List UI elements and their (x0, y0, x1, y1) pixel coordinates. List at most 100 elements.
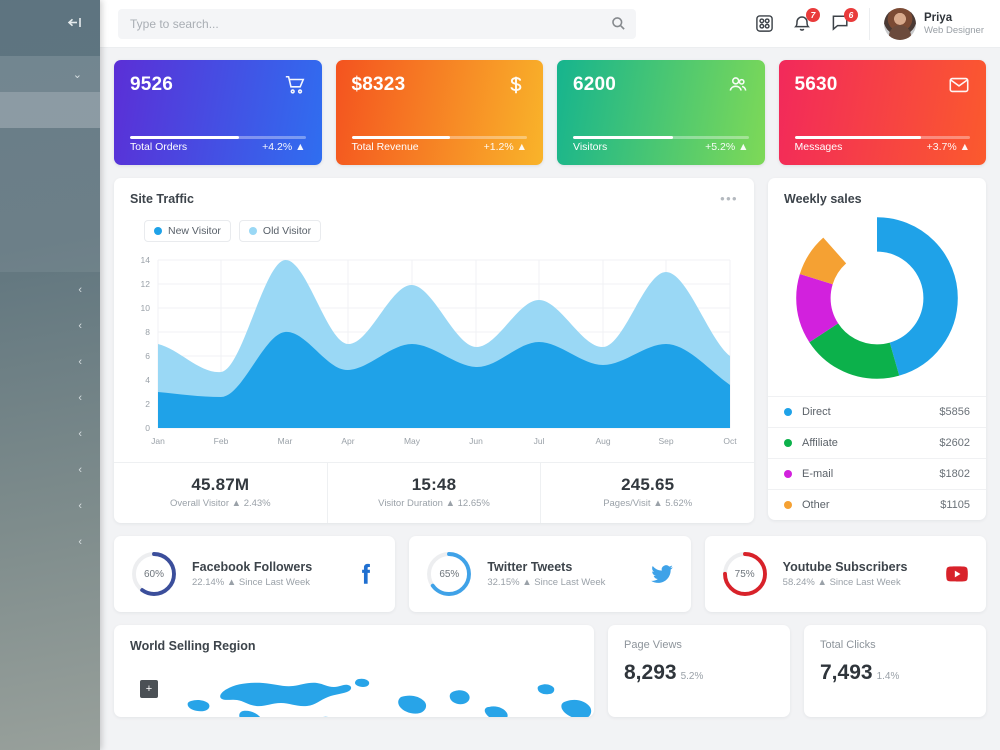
legend-amount: $5856 (939, 406, 970, 418)
svg-text:4: 4 (145, 375, 150, 385)
social-card-facebook[interactable]: 60% Facebook Followers 22.14% ▲ Since La… (114, 536, 396, 612)
svg-text:Apr: Apr (341, 436, 354, 446)
world-map[interactable] (169, 671, 594, 717)
sidebar-brand[interactable]: Nuela (0, 0, 100, 48)
legend-amount: $1105 (940, 499, 970, 511)
metric-value: 15:48 (411, 475, 457, 494)
charts-row: Site Traffic ••• New Visitor Old Visitor (114, 178, 986, 523)
stat-card-visitors[interactable]: 6200 Visitors +5.2% ▲ (557, 60, 765, 165)
svg-text:14: 14 (141, 255, 151, 265)
social-row: 60% Facebook Followers 22.14% ▲ Since La… (114, 536, 986, 612)
sidebar-item-sales[interactable]: Sales (0, 164, 100, 200)
svg-text:6: 6 (145, 351, 150, 361)
legend-color-dot (784, 470, 792, 478)
map-zoom-in-icon[interactable]: + (140, 680, 158, 698)
sidebar-item-mobile[interactable]: Mobile (0, 560, 100, 596)
total-clicks-card: Total Clicks 7,493 1.4% (804, 625, 986, 717)
svg-text:Aug: Aug (595, 436, 610, 446)
page-views-value-row: 8,293 5.2% (624, 661, 704, 684)
bell-icon[interactable]: 7 (793, 7, 820, 34)
chevron-right-icon: ‹ (78, 500, 82, 512)
metric-label: Pages/Visit ▲ 5.62% (603, 498, 693, 509)
sidebar-item-charts[interactable]: Charts ‹ (0, 452, 100, 488)
stats-row: 9526 Total Orders +4.2% ▲ (114, 60, 986, 165)
youtube-progress-ring: 75% (721, 550, 769, 598)
sidebar-item-marketing[interactable]: Marketing (0, 200, 100, 236)
weekly-sales-title: Weekly sales (784, 192, 862, 206)
sidebar-item-dashboard[interactable]: Dashboard ⌄ (0, 56, 100, 92)
avatar (883, 7, 916, 40)
page-views-card: Page Views 8,293 5.2% (608, 625, 790, 717)
site-traffic-legend: New Visitor Old Visitor (144, 220, 738, 242)
youtube-icon[interactable] (944, 561, 970, 587)
stat-card-messages[interactable]: 5630 Messages +3.7% ▲ (778, 60, 986, 165)
topbar-actions: 7 6 Priya Web Designer (755, 7, 988, 40)
trend-up-icon: ▲ (516, 141, 527, 153)
user-menu[interactable]: Priya Web Designer (868, 7, 984, 40)
social-card-youtube[interactable]: 75% Youtube Subscribers 58.24% ▲ Since L… (704, 536, 986, 612)
metric-pages-per-visit: 245.65 Pages/Visit ▲ 5.62% (540, 463, 754, 523)
metric-value: 245.65 (621, 475, 675, 494)
chevron-down-icon: ⌄ (72, 68, 82, 81)
chevron-right-icon: ‹ (78, 536, 82, 548)
weekly-legend-row-affiliate[interactable]: Affiliate $2602 (768, 427, 986, 458)
collapse-sidebar-icon[interactable] (67, 16, 82, 32)
social-card-twitter[interactable]: 65% Twitter Tweets 32.15% ▲ Since Last W… (409, 536, 691, 612)
site-traffic-chart[interactable]: 14 12 10 8 6 4 2 0 (130, 248, 738, 456)
metric-overall-visitor: 45.87M Overall Visitor ▲ 2.43% (114, 463, 327, 523)
twitter-progress-ring: 65% (425, 550, 473, 598)
legend-old-visitor[interactable]: Old Visitor (238, 220, 322, 242)
trend-up-icon: ▲ (445, 498, 455, 509)
search-input[interactable] (118, 8, 636, 39)
sidebar-item-human-resources[interactable]: Human Resources (0, 236, 100, 272)
sidebar-item-ecommerce[interactable]: E-Commerce ‹ (0, 308, 100, 344)
svg-text:May: May (404, 436, 421, 446)
metric-label: Visitor Duration ▲ 12.65% (378, 498, 490, 509)
page-views-label: Page Views (624, 639, 682, 651)
topbar: 7 6 Priya Web Designer (100, 0, 1000, 48)
facebook-icon[interactable] (353, 561, 379, 587)
chat-icon[interactable]: 6 (831, 7, 858, 34)
legend-label: Affiliate (802, 437, 838, 449)
sidebar-item-application[interactable]: Application ‹ (0, 272, 100, 308)
twitter-icon[interactable] (649, 561, 675, 587)
legend-new-visitor[interactable]: New Visitor (144, 220, 231, 242)
twitter-percent: 65% (439, 568, 460, 580)
stat-progress (351, 136, 527, 139)
trend-up-icon: ▲ (295, 141, 306, 153)
metric-visitor-duration: 15:48 Visitor Duration ▲ 12.65% (326, 463, 541, 523)
weekly-legend-row-other[interactable]: Other $1105 (768, 489, 986, 520)
sidebar-item-finance[interactable]: Finance (0, 128, 100, 164)
user-role: Web Designer (923, 25, 984, 37)
world-selling-region-title: World Selling Region (130, 639, 256, 653)
sidebar-item-forms[interactable]: Forms ‹ (0, 380, 100, 416)
weekly-legend-row-email[interactable]: E-mail $1802 (768, 458, 986, 489)
sidebar-item-icons[interactable]: Icons ‹ (0, 488, 100, 524)
weekly-sales-donut[interactable] (768, 206, 986, 396)
chat-badge: 6 (843, 7, 858, 22)
dashboard-content: 9526 Total Orders +4.2% ▲ (100, 48, 1000, 717)
legend-color-dot (154, 227, 162, 235)
bottom-row: World Selling Region + (114, 625, 986, 717)
sidebar-item-authentication[interactable]: Authentication ‹ (0, 524, 100, 560)
legend-color-dot (784, 439, 792, 447)
sidebar-item-tables[interactable]: Tables ‹ (0, 416, 100, 452)
stat-card-total-orders[interactable]: 9526 Total Orders +4.2% ▲ (114, 60, 322, 165)
sidebar-item-components[interactable]: Components ‹ (0, 344, 100, 380)
user-info: Priya Web Designer (924, 11, 984, 36)
svg-text:Oct: Oct (723, 436, 737, 446)
area-chart-svg: 14 12 10 8 6 4 2 0 (141, 255, 738, 446)
svg-text:Mar: Mar (278, 436, 293, 446)
stat-card-total-revenue[interactable]: $8323 Total Revenue +1.2% ▲ (335, 60, 543, 165)
trend-up-icon: ▲ (522, 577, 532, 588)
more-options-icon[interactable]: ••• (720, 191, 738, 206)
legend-color-dot (784, 501, 792, 509)
weekly-legend-row-direct[interactable]: Direct $5856 (768, 396, 986, 427)
cart-icon (284, 74, 306, 96)
sidebar-item-analytics[interactable]: Analytics (0, 92, 100, 128)
search-icon[interactable] (611, 16, 626, 31)
legend-label: Direct (802, 406, 831, 418)
facebook-progress-ring: 60% (130, 550, 178, 598)
apps-grid-icon[interactable] (755, 14, 775, 34)
search-box[interactable] (118, 8, 636, 39)
